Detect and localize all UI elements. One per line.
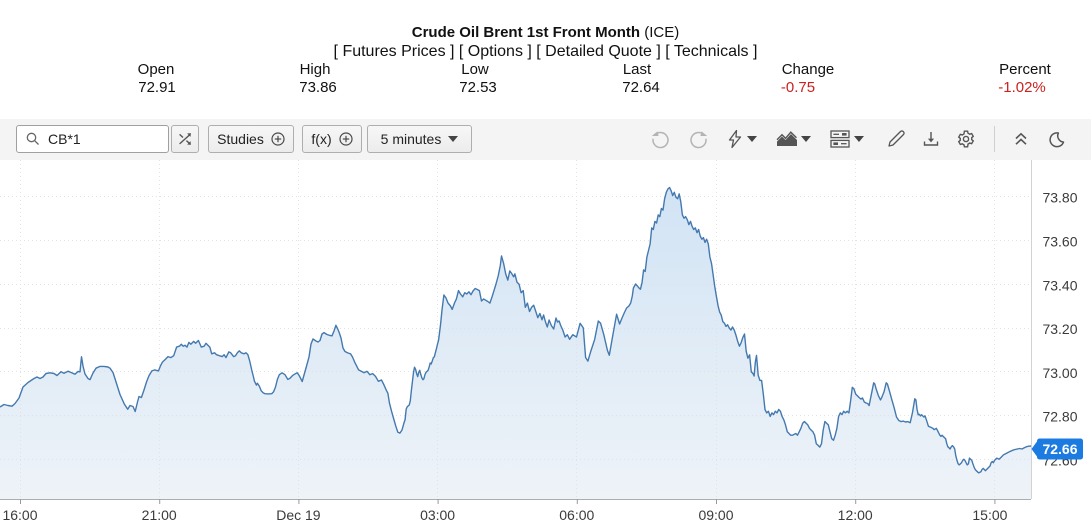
svg-text:06:00: 06:00: [559, 507, 594, 523]
svg-text:12:00: 12:00: [838, 507, 873, 523]
svg-text:72.80: 72.80: [1042, 409, 1077, 425]
svg-text:09:00: 09:00: [698, 507, 733, 523]
svg-text:21:00: 21:00: [142, 507, 177, 523]
svg-text:73.40: 73.40: [1042, 277, 1077, 293]
svg-text:15:00: 15:00: [972, 507, 1007, 523]
svg-text:72.66: 72.66: [1042, 441, 1077, 457]
svg-text:03:00: 03:00: [420, 507, 455, 523]
svg-text:73.80: 73.80: [1042, 190, 1077, 206]
svg-text:16:00: 16:00: [2, 507, 37, 523]
svg-text:73.00: 73.00: [1042, 365, 1077, 381]
svg-text:Dec 19: Dec 19: [276, 507, 321, 523]
svg-text:73.20: 73.20: [1042, 321, 1077, 337]
svg-text:73.60: 73.60: [1042, 233, 1077, 249]
